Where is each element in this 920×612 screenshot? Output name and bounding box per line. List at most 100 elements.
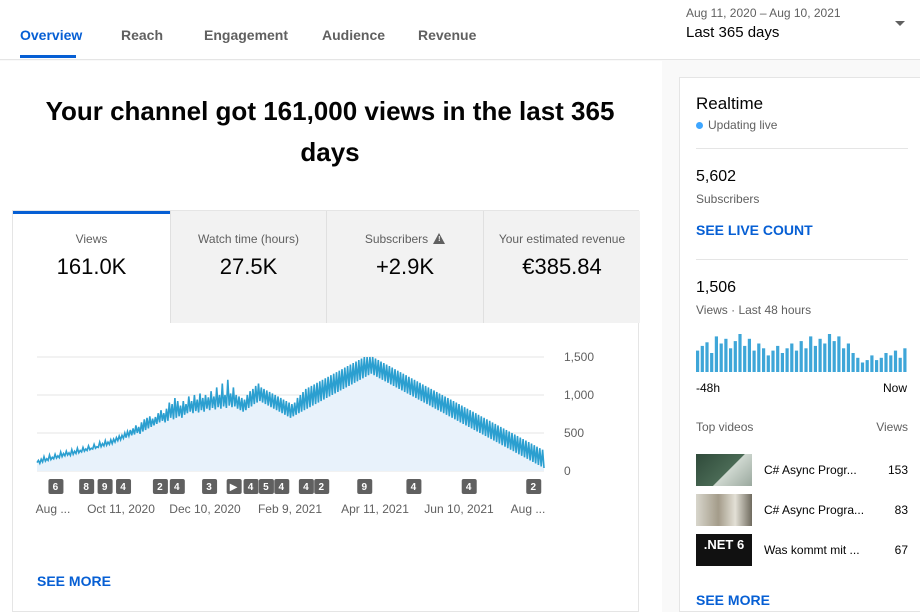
event-marker[interactable]: 8 <box>79 479 95 494</box>
event-marker[interactable]: 9 <box>357 479 373 494</box>
marker-label: 4 <box>248 482 254 493</box>
metric-tab-revenue[interactable]: Your estimated revenue €385.84 <box>483 211 640 323</box>
realtime-bar <box>856 357 860 372</box>
realtime-bar <box>799 341 803 372</box>
marker-label: 9 <box>102 482 108 493</box>
realtime-bar <box>875 360 879 372</box>
marker-label: ▶ <box>230 482 238 493</box>
x-tick-label: Feb 9, 2021 <box>258 502 322 516</box>
video-title: Was kommt mit ... <box>764 543 860 557</box>
see-live-count-link[interactable]: SEE LIVE COUNT <box>696 222 813 238</box>
marker-badge <box>298 479 314 494</box>
realtime-bar <box>752 350 756 372</box>
marker-label: 2 <box>157 482 163 493</box>
event-marker[interactable]: 2 <box>526 479 542 494</box>
marker-badge <box>258 479 274 494</box>
event-marker[interactable]: 4 <box>461 479 477 494</box>
metric-tab-watch-time[interactable]: Watch time (hours) 27.5K <box>170 211 326 323</box>
event-marker[interactable]: 4 <box>116 479 132 494</box>
overview-main-panel: Your channel got 161,000 views in the la… <box>0 61 662 612</box>
marker-label: 9 <box>361 482 367 493</box>
video-thumbnail <box>696 494 752 526</box>
realtime-bar <box>766 355 770 372</box>
event-marker[interactable]: 4 <box>406 479 422 494</box>
marker-badge <box>202 479 218 494</box>
metric-value: +2.9K <box>375 254 435 279</box>
x-tick-label: Aug ... <box>36 502 71 516</box>
event-marker[interactable]: ▶ <box>226 479 242 494</box>
warning-icon[interactable]: ! <box>433 233 446 244</box>
top-videos-header: Top videos Views <box>696 420 908 434</box>
see-more-link[interactable]: SEE MORE <box>37 573 111 589</box>
x-tick-label: Dec 10, 2020 <box>169 502 241 516</box>
event-marker[interactable]: 4 <box>169 479 185 494</box>
metric-tab-views[interactable]: Views 161.0K <box>13 211 170 323</box>
realtime-bar <box>738 334 742 372</box>
marker-badge <box>48 479 64 494</box>
realtime-bar-chart[interactable] <box>696 332 908 372</box>
event-marker[interactable]: 2 <box>152 479 168 494</box>
realtime-bar <box>696 350 700 372</box>
metric-value: €385.84 <box>522 254 602 279</box>
event-marker[interactable]: 4 <box>298 479 314 494</box>
metric-label: Watch time (hours) <box>198 232 299 246</box>
top-tab-bar: Overview Reach Engagement Audience Reven… <box>0 0 920 60</box>
event-marker[interactable]: 6 <box>48 479 64 494</box>
event-marker[interactable]: 4 <box>243 479 259 494</box>
series-line <box>36 356 545 469</box>
top-videos-label: Top videos <box>696 420 754 434</box>
event-marker[interactable]: 9 <box>97 479 113 494</box>
top-video-row[interactable]: C# Async Progra... 83 <box>696 494 908 526</box>
thumbnail-text: .NET 6 <box>703 537 745 552</box>
tab-overview[interactable]: Overview <box>20 27 83 43</box>
metric-tab-subscribers[interactable]: Subscribers! +2.9K <box>326 211 483 323</box>
tab-reach[interactable]: Reach <box>121 27 164 43</box>
marker-badge <box>97 479 113 494</box>
tab-engagement[interactable]: Engagement <box>204 27 289 43</box>
realtime-bar <box>785 348 789 372</box>
active-metric-indicator <box>13 211 170 214</box>
realtime-bar <box>827 334 832 372</box>
marker-label: 8 <box>83 482 89 493</box>
subscriber-label: Subscribers <box>696 192 760 206</box>
marker-label: 5 <box>263 482 269 493</box>
marker-badge <box>526 479 542 494</box>
top-video-row[interactable]: C# Async Progr... 153 <box>696 454 908 486</box>
realtime-bar <box>757 343 761 372</box>
tab-audience[interactable]: Audience <box>322 27 386 43</box>
metric-label: Views <box>75 232 108 246</box>
metric-value: 27.5K <box>219 254 278 279</box>
realtime-bar <box>714 336 718 372</box>
marker-badge <box>314 479 330 494</box>
marker-label: 2 <box>530 482 536 493</box>
event-marker[interactable]: 2 <box>314 479 330 494</box>
realtime-bar <box>898 357 902 372</box>
realtime-bar <box>903 348 907 372</box>
y-tick-label: 0 <box>564 464 571 478</box>
y-tick-label: 1,500 <box>564 350 594 364</box>
realtime-panel: Realtime Updating live 5,602 Subscribers… <box>679 77 920 612</box>
realtime-bar <box>794 350 799 372</box>
realtime-bar <box>818 338 822 372</box>
marker-badge <box>79 479 95 494</box>
marker-label: 4 <box>303 482 309 493</box>
video-views: 153 <box>887 463 908 477</box>
video-title: C# Async Progra... <box>764 503 865 517</box>
realtime-axis-end: Now <box>883 381 908 395</box>
top-video-row[interactable]: .NET 6 Was kommt mit ... 67 <box>696 534 908 566</box>
event-marker[interactable]: 3 <box>202 479 218 494</box>
see-more-link[interactable]: SEE MORE <box>696 592 770 608</box>
realtime-bar <box>710 353 714 372</box>
marker-label: 4 <box>279 482 285 493</box>
tab-revenue[interactable]: Revenue <box>418 27 477 43</box>
metric-value: 161.0K <box>56 254 127 279</box>
x-tick-label: Jun 10, 2021 <box>424 502 494 516</box>
realtime-views-label: Views · Last 48 hours <box>696 303 812 317</box>
event-marker[interactable]: 5 <box>258 479 274 494</box>
marker-badge <box>152 479 168 494</box>
caret-down-icon[interactable] <box>895 21 905 26</box>
realtime-status: Updating live <box>696 118 777 132</box>
event-marker[interactable]: 4 <box>274 479 290 494</box>
date-range-selector[interactable]: Aug 11, 2020 – Aug 10, 2021 Last 365 day… <box>686 6 841 41</box>
